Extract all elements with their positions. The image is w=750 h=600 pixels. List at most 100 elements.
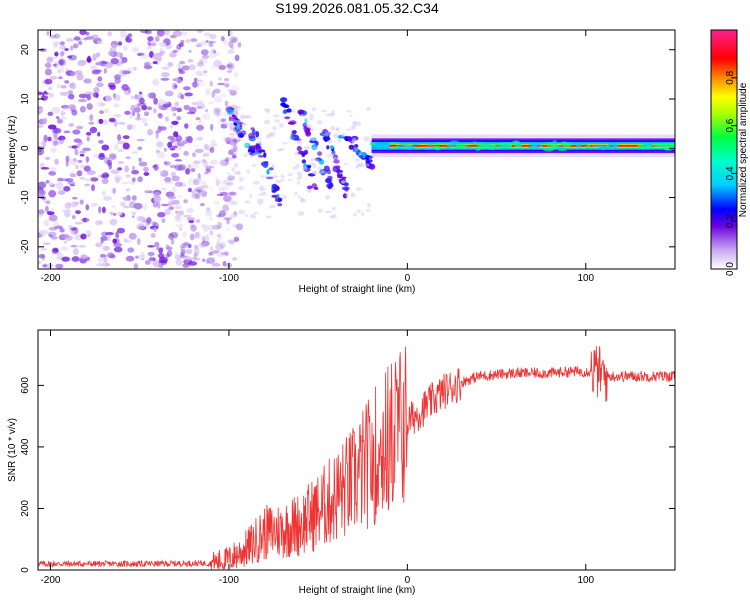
spectrogram-noise-blob: [196, 189, 203, 193]
spectrogram-arc-blob: [327, 175, 333, 180]
spectrogram-noise-blob: [121, 57, 128, 63]
spectrogram-noise-blob: [232, 224, 239, 228]
spectrogram-halo-blob: [279, 179, 285, 182]
spectrogram-arc-blob: [273, 185, 280, 192]
spectrogram-noise-blob: [65, 208, 72, 214]
spectrogram-halo-blob: [356, 164, 363, 167]
spectrogram-noise-blob: [224, 100, 229, 107]
spectrogram-noise-blob: [196, 30, 204, 33]
spectrogram-noise-blob: [143, 172, 150, 176]
spectrogram-noise-blob: [133, 67, 137, 71]
spectrogram-noise-blob: [38, 106, 44, 114]
spectrogram-arc-blob: [341, 186, 350, 191]
spectrogram-arc-blob: [348, 144, 355, 150]
spectrogram-noise-blob: [227, 191, 236, 196]
spectrogram-noise-blob: [118, 149, 124, 153]
spectrogram-carrier-blob: [562, 142, 572, 147]
spectrogram-noise-blob: [172, 50, 178, 53]
spectrogram-noise-blob: [202, 113, 211, 120]
spectrogram-noise-blob: [82, 147, 91, 152]
spectrogram-noise-blob: [48, 214, 58, 222]
spectrogram-halo-blob: [296, 177, 302, 180]
spectrogram-noise-blob: [156, 141, 164, 148]
spectrogram-noise-blob: [198, 118, 203, 125]
spectrogram-noise-blob: [109, 218, 118, 226]
spectrogram-arc-blob: [331, 150, 336, 155]
spectrogram-noise-blob: [91, 202, 98, 208]
spectrogram-noise-blob: [196, 106, 203, 109]
spectrogram-halo-blob: [311, 107, 317, 111]
spectrogram-noise-blob: [139, 97, 145, 105]
spectrogram-arc-blob: [262, 163, 269, 169]
spectrogram-noise-blob: [205, 209, 212, 217]
spectrogram-noise-blob: [184, 123, 189, 129]
spectrogram-noise-blob: [117, 161, 125, 164]
spectrogram-noise-blob: [172, 78, 177, 82]
spectrogram-halo-blob: [312, 146, 318, 150]
spectrogram-halo-blob: [356, 209, 361, 213]
spectrogram-noise-blob: [80, 233, 87, 240]
spectrogram-carrier-blob: [586, 145, 591, 148]
spectrogram-noise-blob: [59, 178, 69, 182]
spectrogram-noise-blob: [116, 140, 126, 145]
spectrogram-noise-blob: [71, 109, 78, 116]
spectrogram-noise-blob: [44, 93, 48, 97]
spectrogram-noise-blob: [85, 36, 95, 40]
spectrogram-halo-blob: [244, 143, 248, 147]
spectrogram-noise-blob: [101, 144, 110, 151]
spectrogram-arc-blob: [276, 193, 280, 199]
spectrogram-noise-blob: [44, 78, 53, 85]
spectrogram-noise-blob: [147, 251, 155, 256]
snr-x-tick-label: 100: [577, 575, 594, 586]
spectrogram-halo-blob: [306, 123, 310, 128]
spectrogram-noise-blob: [155, 131, 159, 139]
spectrogram-halo-blob: [297, 195, 301, 199]
spectrogram-noise-blob: [203, 143, 209, 151]
spectrogram-carrier-blob: [645, 145, 653, 150]
spectrogram-noise-blob: [188, 261, 198, 266]
spectrogram-noise-blob: [207, 144, 215, 152]
spectrogram-noise-blob: [173, 131, 179, 138]
spectrogram-noise-blob: [73, 248, 79, 256]
spectrogram-noise-blob: [108, 117, 116, 123]
spectrogram-noise-blob: [65, 178, 74, 183]
spectrogram-halo-blob: [352, 138, 357, 142]
spectrogram-noise-blob: [43, 219, 50, 227]
spectrogram-noise-blob: [73, 158, 77, 162]
spectrogram-halo-blob: [229, 200, 234, 205]
spectrogram-noise-blob: [38, 254, 45, 259]
spectrogram-noise-blob: [199, 190, 208, 197]
spectrogram-noise-blob: [217, 221, 223, 229]
spectrogram-noise-blob: [64, 80, 70, 84]
spectrogram-noise-blob: [67, 55, 73, 59]
spectrogram-noise-blob: [105, 94, 112, 102]
spectrogram-noise-blob: [165, 116, 169, 122]
spectrogram-noise-blob: [212, 111, 218, 115]
spectrogram-noise-blob: [121, 181, 130, 185]
spectrogram-noise-blob: [105, 232, 114, 236]
spectrogram-noise-blob: [133, 263, 139, 269]
spectrogram-noise-blob: [56, 117, 61, 124]
spectrogram-arc-blob: [274, 197, 283, 203]
spectrogram-halo-blob: [245, 115, 252, 119]
spectrogram-noise-blob: [69, 83, 75, 88]
spectrogram-arc-blob: [329, 145, 334, 149]
spectrogram-halo-blob: [365, 163, 370, 167]
spectrogram-noise-blob: [193, 160, 201, 164]
spectrogram-noise-blob: [59, 228, 65, 233]
colorbar: [710, 29, 738, 270]
spectrogram-noise-blob: [113, 246, 123, 253]
spectrogram-noise-blob: [216, 108, 221, 117]
spectrogram-noise-blob: [64, 48, 69, 51]
spectrogram-arc-blob: [266, 176, 274, 180]
spectrogram-halo-blob: [358, 151, 363, 156]
spectrogram-noise-blob: [68, 123, 75, 127]
spectrogram-noise-blob: [124, 240, 132, 243]
spectrogram-halo-blob: [336, 177, 340, 180]
spectrogram-arc-blob: [365, 159, 373, 163]
spectrogram-halo-blob: [233, 162, 239, 168]
spectrogram-noise-blob: [125, 188, 130, 192]
spectrogram-noise-blob: [197, 177, 201, 183]
spectrogram-noise-blob: [195, 79, 203, 82]
